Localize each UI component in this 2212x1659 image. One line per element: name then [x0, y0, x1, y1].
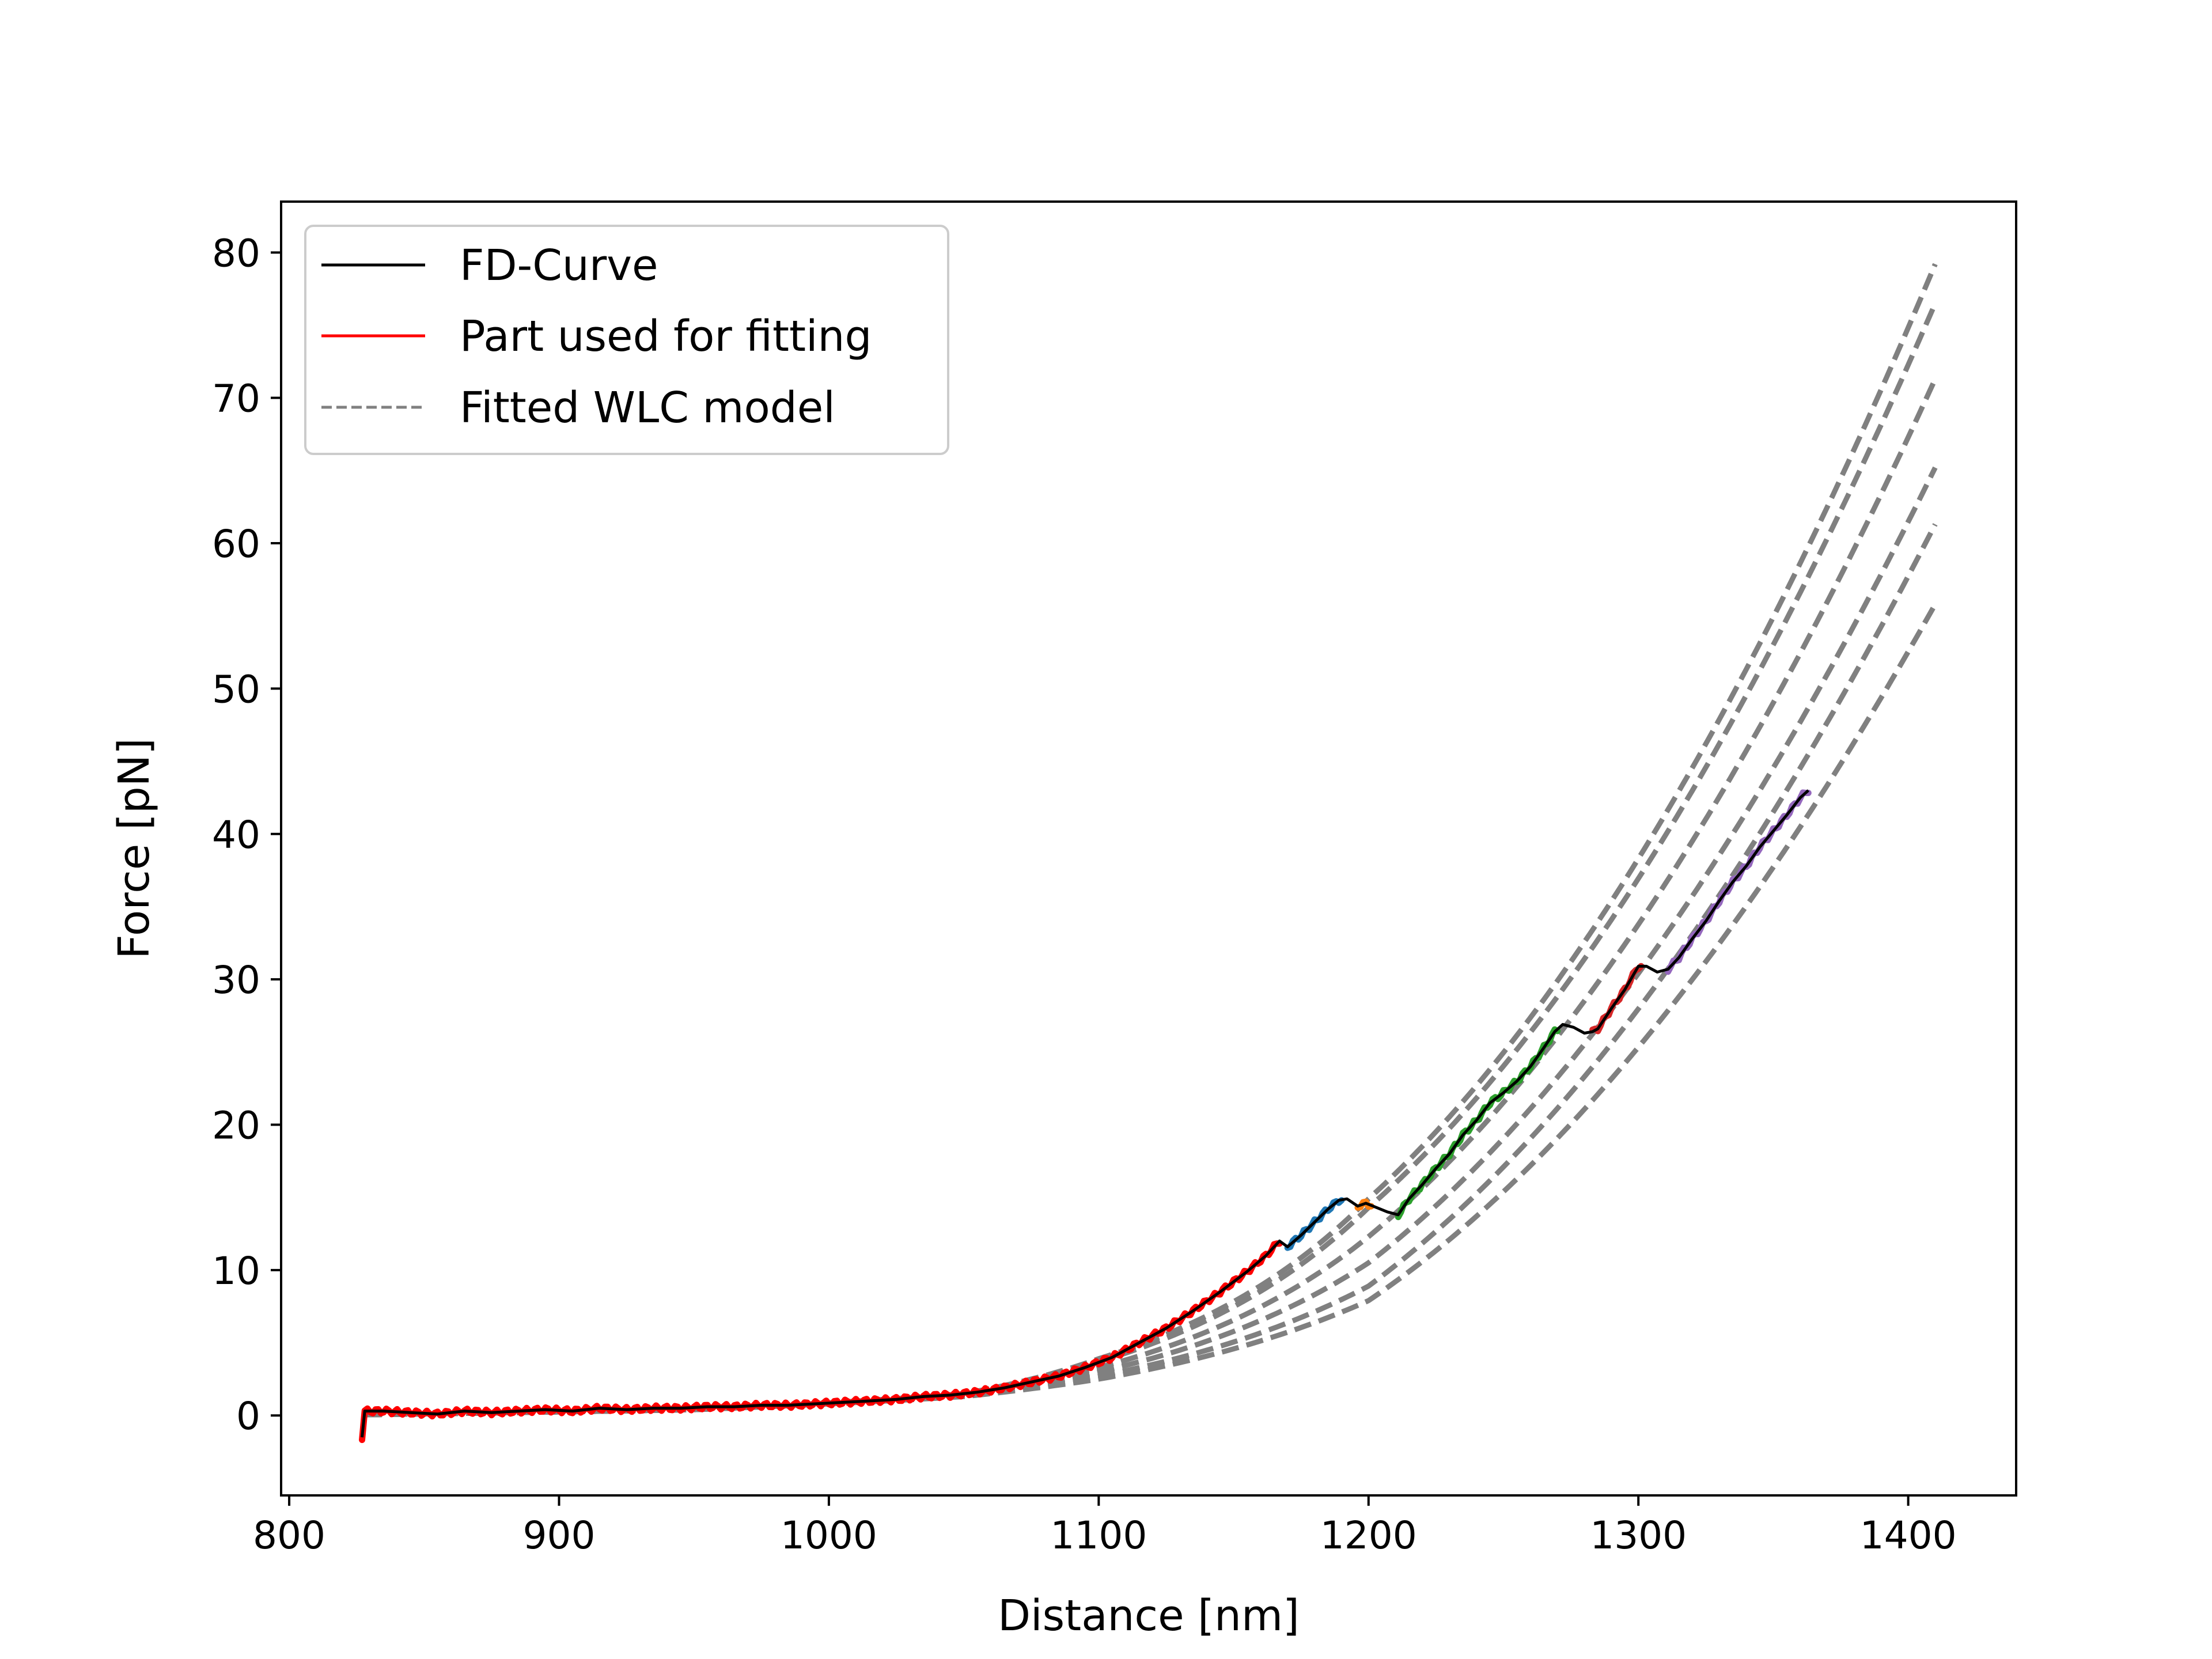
y-tick-label: 70: [212, 377, 260, 421]
x-tick-label: 1200: [1320, 1513, 1417, 1558]
legend-wlc-label: Fitted WLC model: [460, 383, 835, 433]
legend-fd-curve-label: FD-Curve: [460, 241, 658, 290]
legend-box: [304, 225, 949, 455]
x-axis-label: Distance [nm]: [998, 1591, 1300, 1641]
y-tick-label: 0: [236, 1394, 260, 1438]
x-tick-label: 1300: [1590, 1513, 1687, 1558]
x-tick-label: 900: [522, 1513, 595, 1558]
plot-frame: [280, 200, 2017, 1497]
x-tick-label: 1400: [1860, 1513, 1957, 1558]
y-tick-label: 20: [212, 1103, 260, 1147]
legend-fit-part-label: Part used for fitting: [460, 312, 872, 361]
y-tick-label: 60: [212, 522, 260, 566]
y-tick-label: 50: [212, 667, 260, 711]
y-tick-label: 30: [212, 958, 260, 1002]
y-tick-label: 80: [212, 231, 260, 275]
y-axis-ticks: 0 10 20 30 40 50 60 70 80: [212, 231, 281, 1438]
x-tick-label: 1000: [781, 1513, 877, 1558]
fd-curve-path: [361, 789, 1809, 1438]
x-tick-label: 800: [253, 1513, 325, 1558]
y-tick-label: 40: [212, 813, 260, 857]
x-axis-ticks: 800 900 1000 1100 1200 1300 1400: [253, 1495, 1957, 1558]
y-tick-label: 10: [212, 1249, 260, 1293]
fit-segment: [1354, 1198, 1374, 1211]
fd-curve-line: [361, 789, 1809, 1438]
x-tick-label: 1100: [1050, 1513, 1147, 1558]
y-axis-label: Force [pN]: [109, 738, 159, 959]
legend: FD-Curve Part used for fitting Fitted WL…: [304, 225, 949, 455]
